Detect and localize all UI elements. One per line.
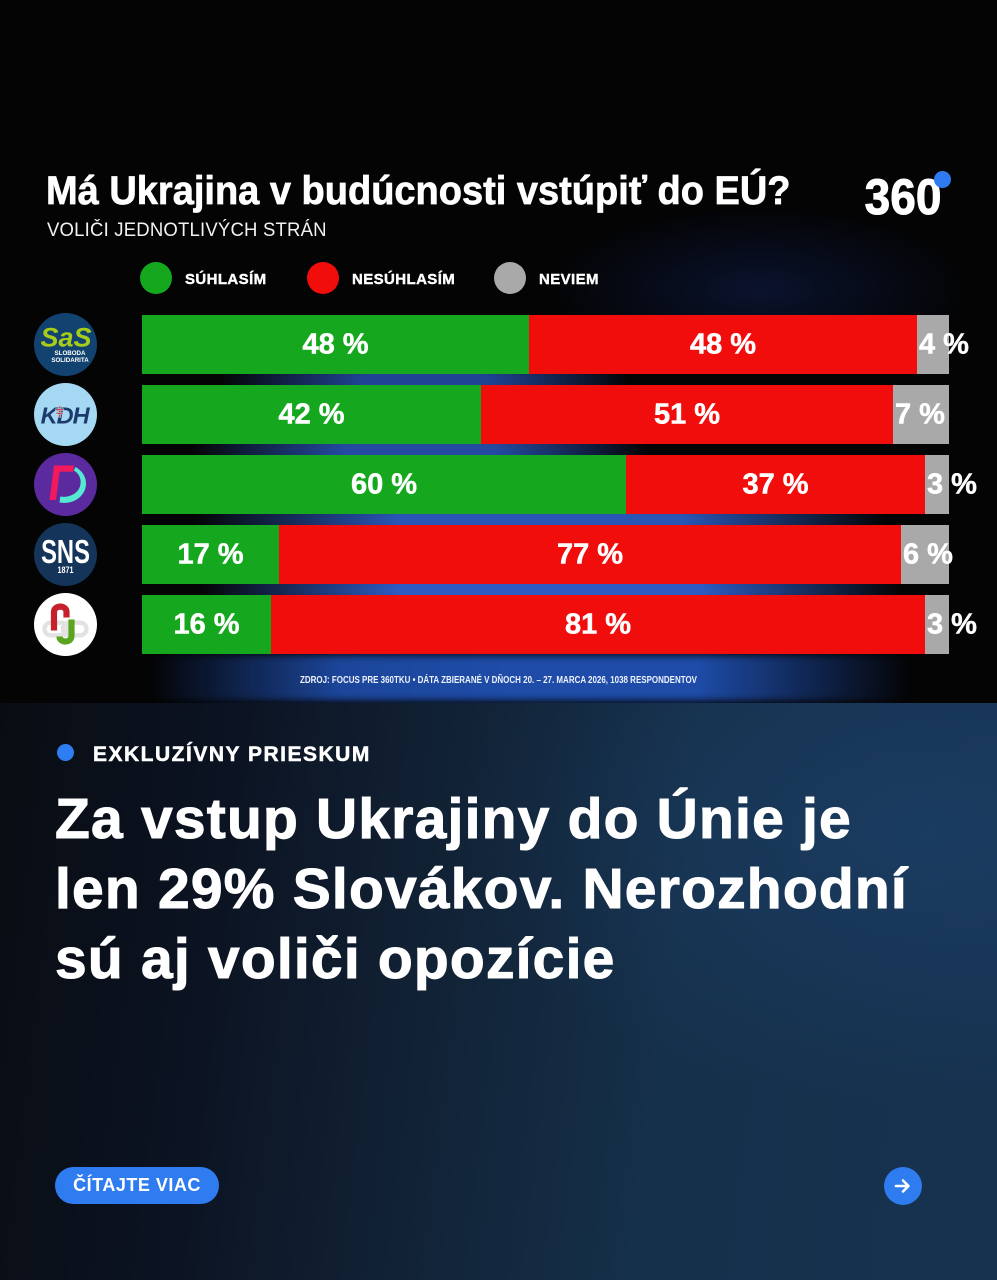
- svg-text:SaS: SaS: [40, 323, 91, 353]
- svg-text:SLOBODA: SLOBODA: [55, 350, 86, 357]
- svg-text:KDH: KDH: [41, 403, 91, 429]
- svg-text:1871: 1871: [58, 565, 74, 575]
- svg-text:SOLIDARITA: SOLIDARITA: [51, 357, 89, 364]
- svg-text:SNS: SNS: [41, 534, 90, 571]
